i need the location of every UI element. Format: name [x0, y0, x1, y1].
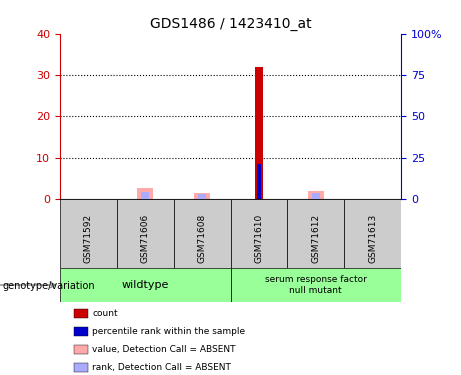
Bar	[174, 199, 230, 268]
Bar	[141, 192, 149, 199]
Bar	[194, 193, 210, 199]
Title: GDS1486 / 1423410_at: GDS1486 / 1423410_at	[150, 17, 311, 32]
Bar	[254, 67, 263, 199]
Bar	[257, 164, 261, 199]
Text: genotype/variation: genotype/variation	[2, 281, 95, 291]
Text: GSM71612: GSM71612	[311, 213, 320, 262]
Bar	[60, 268, 230, 302]
Text: serum response factor
null mutant: serum response factor null mutant	[265, 275, 366, 295]
Bar	[287, 199, 344, 268]
Bar	[344, 199, 401, 268]
Text: GSM71608: GSM71608	[198, 213, 207, 262]
Text: rank, Detection Call = ABSENT: rank, Detection Call = ABSENT	[92, 363, 231, 372]
Bar	[137, 188, 153, 199]
Text: value, Detection Call = ABSENT: value, Detection Call = ABSENT	[92, 345, 236, 354]
Bar	[308, 191, 324, 199]
Bar	[117, 199, 174, 268]
Text: percentile rank within the sample: percentile rank within the sample	[92, 327, 245, 336]
Bar	[230, 268, 401, 302]
Bar	[312, 193, 320, 199]
Text: count: count	[92, 309, 118, 318]
Bar	[60, 199, 117, 268]
Text: GSM71592: GSM71592	[84, 213, 93, 262]
Text: GSM71606: GSM71606	[141, 213, 150, 262]
Text: GSM71610: GSM71610	[254, 213, 263, 262]
Bar	[230, 199, 287, 268]
Text: GSM71613: GSM71613	[368, 213, 377, 262]
Bar	[198, 194, 207, 199]
Text: wildtype: wildtype	[122, 280, 169, 290]
